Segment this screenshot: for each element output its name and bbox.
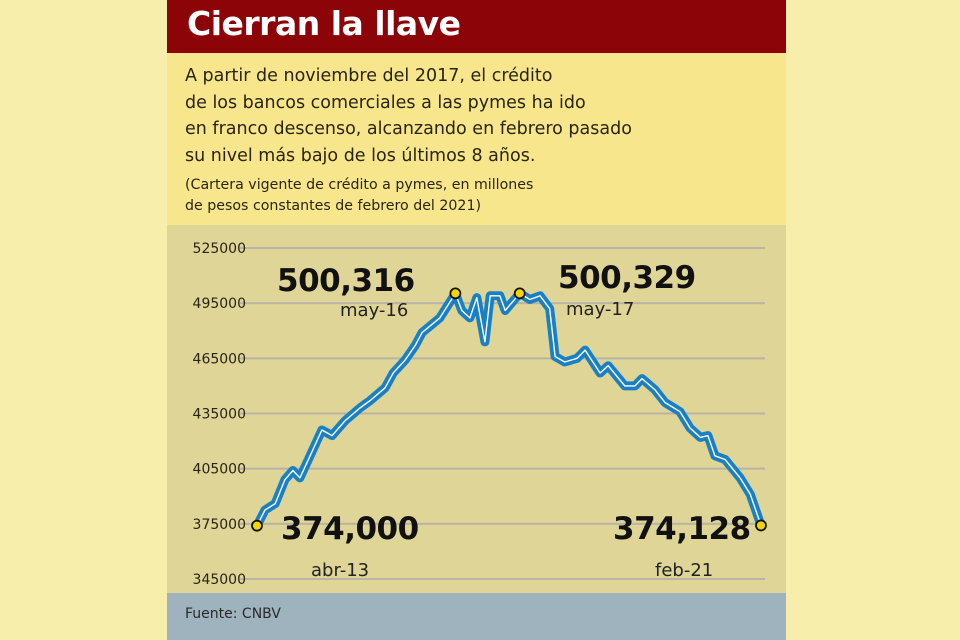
description-box: A partir de noviembre del 2017, el crédi… <box>167 53 786 225</box>
annotation-date-end: feb-21 <box>655 560 714 581</box>
annotation-date-peak2: may-17 <box>566 299 635 320</box>
description-line: A partir de noviembre del 2017, el crédi… <box>185 66 553 86</box>
description-text: A partir de noviembre del 2017, el crédi… <box>185 63 775 169</box>
annotation-date-start: abr-13 <box>311 560 370 581</box>
footer: Fuente: CNBV <box>167 593 786 640</box>
description-line: su nivel más bajo de los últimos 8 años. <box>185 145 536 166</box>
description-line: en franco descenso, alcanzando en febrer… <box>185 119 632 139</box>
description-line: de los bancos comerciales a las pymes ha… <box>185 92 586 113</box>
title-bar: Cierran la llave <box>167 0 786 53</box>
series-line-highlight <box>256 292 762 527</box>
annotation-value-end: 374,128 <box>613 511 751 547</box>
annotation-value-peak2: 500,329 <box>558 260 696 296</box>
data-point-marker <box>513 287 526 300</box>
data-point-marker <box>251 519 263 532</box>
y-tick-label: 405000 <box>193 462 246 478</box>
y-tick-label: 435000 <box>193 407 246 423</box>
note-line: (Cartera vigente de crédito a pymes, en … <box>185 177 534 193</box>
y-tick-label: 525000 <box>193 241 246 257</box>
data-point-marker <box>755 519 767 532</box>
data-point-marker <box>449 287 462 300</box>
y-tick-label: 345000 <box>193 572 246 588</box>
note-line: de pesos constantes de febrero del 2021) <box>185 198 482 214</box>
source-label: Fuente: CNBV <box>185 606 281 622</box>
chart-title: Cierran la llave <box>187 4 461 43</box>
y-tick-label: 495000 <box>193 296 246 312</box>
units-note: (Cartera vigente de crédito a pymes, en … <box>185 175 775 217</box>
annotation-value-start: 374,000 <box>281 511 419 547</box>
annotation-value-peak1: 500,316 <box>277 263 415 299</box>
annotation-date-peak1: may-16 <box>340 300 409 321</box>
y-tick-label: 465000 <box>193 351 246 367</box>
y-tick-label: 375000 <box>193 517 246 533</box>
series-line <box>252 288 766 531</box>
